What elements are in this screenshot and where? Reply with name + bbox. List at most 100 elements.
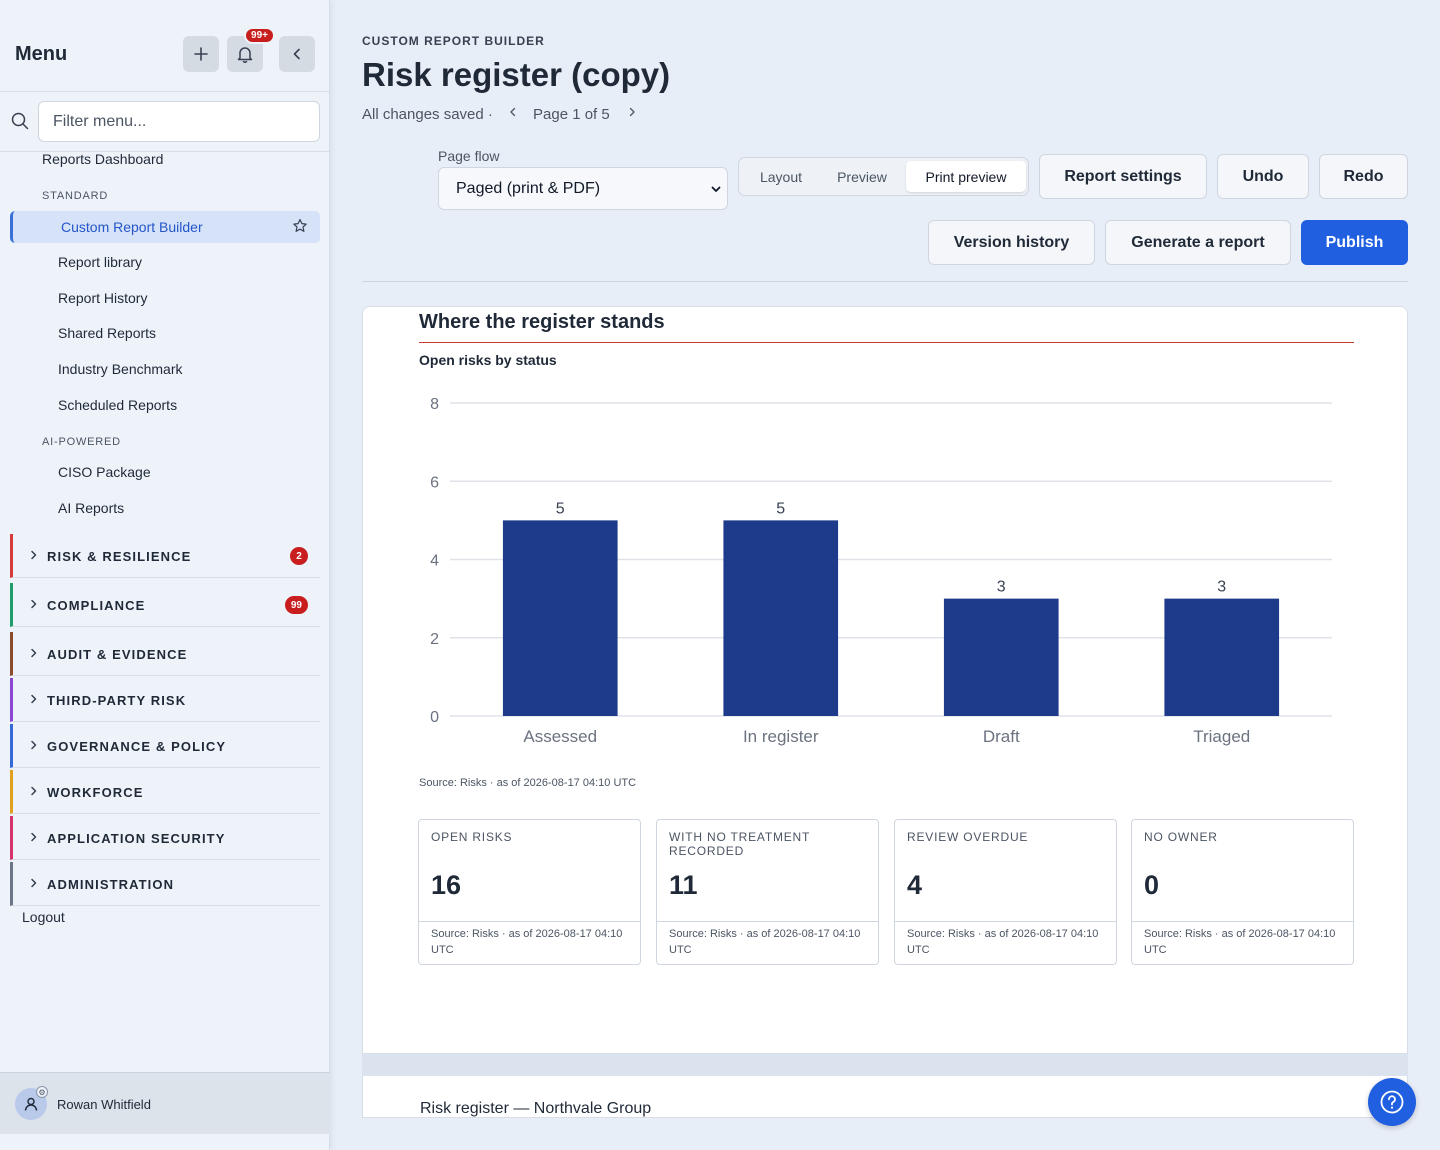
sidebar-group-application-security[interactable]: APPLICATION SECURITY [10, 816, 320, 860]
next-page-title: Risk register — Northvale Group [420, 1100, 652, 1117]
x-tick-label: Triaged [1193, 727, 1250, 746]
help-icon [1380, 1090, 1404, 1114]
kpi-card-no-owner: NO OWNER 0 Source: Risks · as of 2026-08… [1131, 819, 1354, 965]
sidebar-group-label: THIRD-PARTY RISK [47, 693, 187, 708]
sidebar-item-report-history[interactable]: Report History [58, 290, 148, 306]
help-button[interactable] [1368, 1078, 1416, 1126]
sidebar-item-scheduled-reports[interactable]: Scheduled Reports [58, 397, 178, 413]
bar [943, 598, 1059, 716]
collapse-sidebar-button[interactable] [279, 36, 315, 72]
sidebar-item-ai-reports[interactable]: AI Reports [58, 500, 125, 516]
y-tick-label: 2 [430, 631, 439, 648]
kpi-value: 0 [1144, 870, 1160, 900]
prev-page-button[interactable] [508, 105, 518, 121]
kpi-value: 11 [669, 870, 698, 900]
sidebar: Menu 99+ Reports Dashboard STANDARD Cust… [0, 0, 330, 1150]
next-page-button[interactable] [627, 105, 637, 121]
view-mode-preview[interactable]: Preview [837, 168, 887, 185]
star-icon[interactable] [292, 218, 308, 234]
kpi-source: Source: Risks · as of 2026-08-17 04:10 U… [895, 921, 1116, 958]
chevron-left-icon [510, 107, 516, 117]
chart-title: Open risks by status [419, 352, 557, 368]
y-tick-label: 0 [430, 709, 439, 726]
kpi-label: REVIEW OVERDUE [907, 830, 1029, 844]
sidebar-group-compliance[interactable]: COMPLIANCE 99 [10, 583, 320, 627]
logout-link[interactable]: Logout [22, 909, 65, 925]
section-title: Where the register stands [419, 311, 665, 333]
section-standard: STANDARD [42, 190, 109, 202]
bar-chart: 0 2 4 6 8 5 Assessed 5 In register 3 Draft 3 Triaged [430, 396, 1332, 746]
chevron-right-icon [31, 832, 37, 842]
kpi-card-review-overdue: REVIEW OVERDUE 4 Source: Risks · as of 2… [894, 819, 1117, 965]
report-settings-button[interactable]: Report settings [1039, 154, 1207, 199]
sidebar-group-risk-and-resilience[interactable]: RISK & RESILIENCE 2 [10, 534, 320, 578]
publish-button[interactable]: Publish [1301, 220, 1408, 265]
sidebar-group-label: ADMINISTRATION [47, 877, 175, 892]
view-mode-toggle: Layout Preview Print preview [738, 157, 1029, 196]
data-label: 5 [556, 500, 565, 517]
sidebar-item-shared-reports[interactable]: Shared Reports [58, 325, 157, 341]
sidebar-item-ciso-package[interactable]: CISO Package [58, 464, 151, 480]
generate-report-button[interactable]: Generate a report [1105, 220, 1291, 265]
x-tick-label: In register [743, 727, 819, 746]
bar [1164, 598, 1280, 716]
toolbar-divider [362, 281, 1408, 282]
menu-filter [0, 92, 330, 152]
page-flow-label: Page flow [438, 148, 500, 164]
sidebar-group-audit-and-evidence[interactable]: AUDIT & EVIDENCE [10, 632, 320, 676]
bell-icon [237, 47, 253, 63]
chevron-left-icon [293, 48, 300, 60]
kpi-card-no-treatment: WITH NO TREATMENT RECORDED 11 Source: Ri… [656, 819, 879, 965]
chevron-right-icon [31, 648, 37, 658]
version-history-button[interactable]: Version history [928, 220, 1095, 265]
kpi-card-open-risks: OPEN RISKS 16 Source: Risks · as of 2026… [418, 819, 641, 965]
sidebar-item-industry-benchmark[interactable]: Industry Benchmark [58, 361, 183, 377]
user-profile[interactable]: ⚙ Rowan Whitfield [0, 1072, 330, 1134]
data-label: 3 [1217, 579, 1226, 596]
sidebar-group-governance-and-policy[interactable]: GOVERNANCE & POLICY [10, 724, 320, 768]
redo-button[interactable]: Redo [1319, 154, 1408, 199]
active-item-label: Custom Report Builder [61, 219, 203, 235]
sidebar-group-third-party-risk[interactable]: THIRD-PARTY RISK [10, 678, 320, 722]
sidebar-group-label: GOVERNANCE & POLICY [47, 739, 227, 754]
sidebar-item-custom-report-builder[interactable]: Custom Report Builder [10, 211, 320, 243]
kpi-value: 4 [907, 870, 923, 900]
page-break [362, 1054, 1408, 1076]
filter-menu-input[interactable] [38, 101, 320, 142]
kpi-label: WITH NO TREATMENT RECORDED [669, 830, 810, 858]
count-badge: 99 [284, 596, 308, 614]
x-tick-label: Draft [983, 727, 1020, 746]
sidebar-item-reports-dashboard[interactable]: Reports Dashboard [42, 151, 164, 167]
gear-icon: ⚙ [36, 1086, 48, 1098]
sidebar-group-administration[interactable]: ADMINISTRATION [10, 862, 320, 906]
chevron-right-icon [31, 786, 37, 796]
view-mode-layout[interactable]: Layout [759, 168, 803, 185]
y-tick-label: 4 [430, 553, 439, 570]
chevron-right-icon [31, 740, 37, 750]
section-ai-powered: AI-POWERED [42, 436, 121, 448]
sidebar-group-label: WORKFORCE [47, 785, 144, 800]
count-badge: 2 [290, 547, 308, 565]
page-flow-value: Paged (print & PDF) [456, 180, 601, 197]
sidebar-group-label: AUDIT & EVIDENCE [47, 647, 188, 662]
undo-button[interactable]: Undo [1217, 154, 1309, 199]
add-button[interactable] [183, 36, 219, 72]
data-label: 3 [997, 579, 1006, 596]
kpi-label: OPEN RISKS [431, 830, 513, 844]
sidebar-item-report-library[interactable]: Report library [58, 254, 143, 270]
plus-icon [194, 47, 208, 61]
page-flow-select[interactable]: Paged (print & PDF) [438, 167, 728, 210]
section-rule [419, 342, 1354, 343]
sidebar-group-workforce[interactable]: WORKFORCE [10, 770, 320, 814]
chart-source: Source: Risks · as of 2026-08-17 04:10 U… [419, 777, 637, 789]
chevron-right-icon [31, 694, 37, 704]
notifications-button[interactable]: 99+ [227, 27, 275, 72]
sidebar-group-label: APPLICATION SECURITY [47, 831, 226, 846]
sidebar-group-label: RISK & RESILIENCE [47, 549, 192, 564]
view-mode-print-preview[interactable]: Print preview [906, 161, 1026, 192]
kpi-label: NO OWNER [1144, 830, 1218, 844]
kpi-value: 16 [431, 870, 462, 900]
bar [723, 520, 839, 716]
page-title: Risk register (copy) [362, 56, 671, 93]
save-status: All changes saved · [362, 106, 493, 123]
